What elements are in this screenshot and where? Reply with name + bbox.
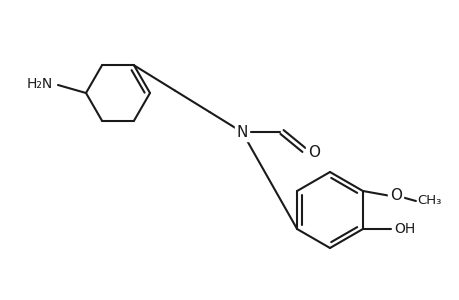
Text: CH₃: CH₃ [417, 194, 441, 208]
Text: O: O [389, 188, 401, 203]
Text: OH: OH [393, 222, 414, 236]
Text: H₂N: H₂N [27, 77, 53, 91]
Text: O: O [308, 145, 319, 160]
Text: N: N [236, 124, 247, 140]
